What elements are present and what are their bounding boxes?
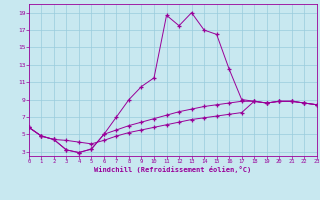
X-axis label: Windchill (Refroidissement éolien,°C): Windchill (Refroidissement éolien,°C) — [94, 166, 252, 173]
